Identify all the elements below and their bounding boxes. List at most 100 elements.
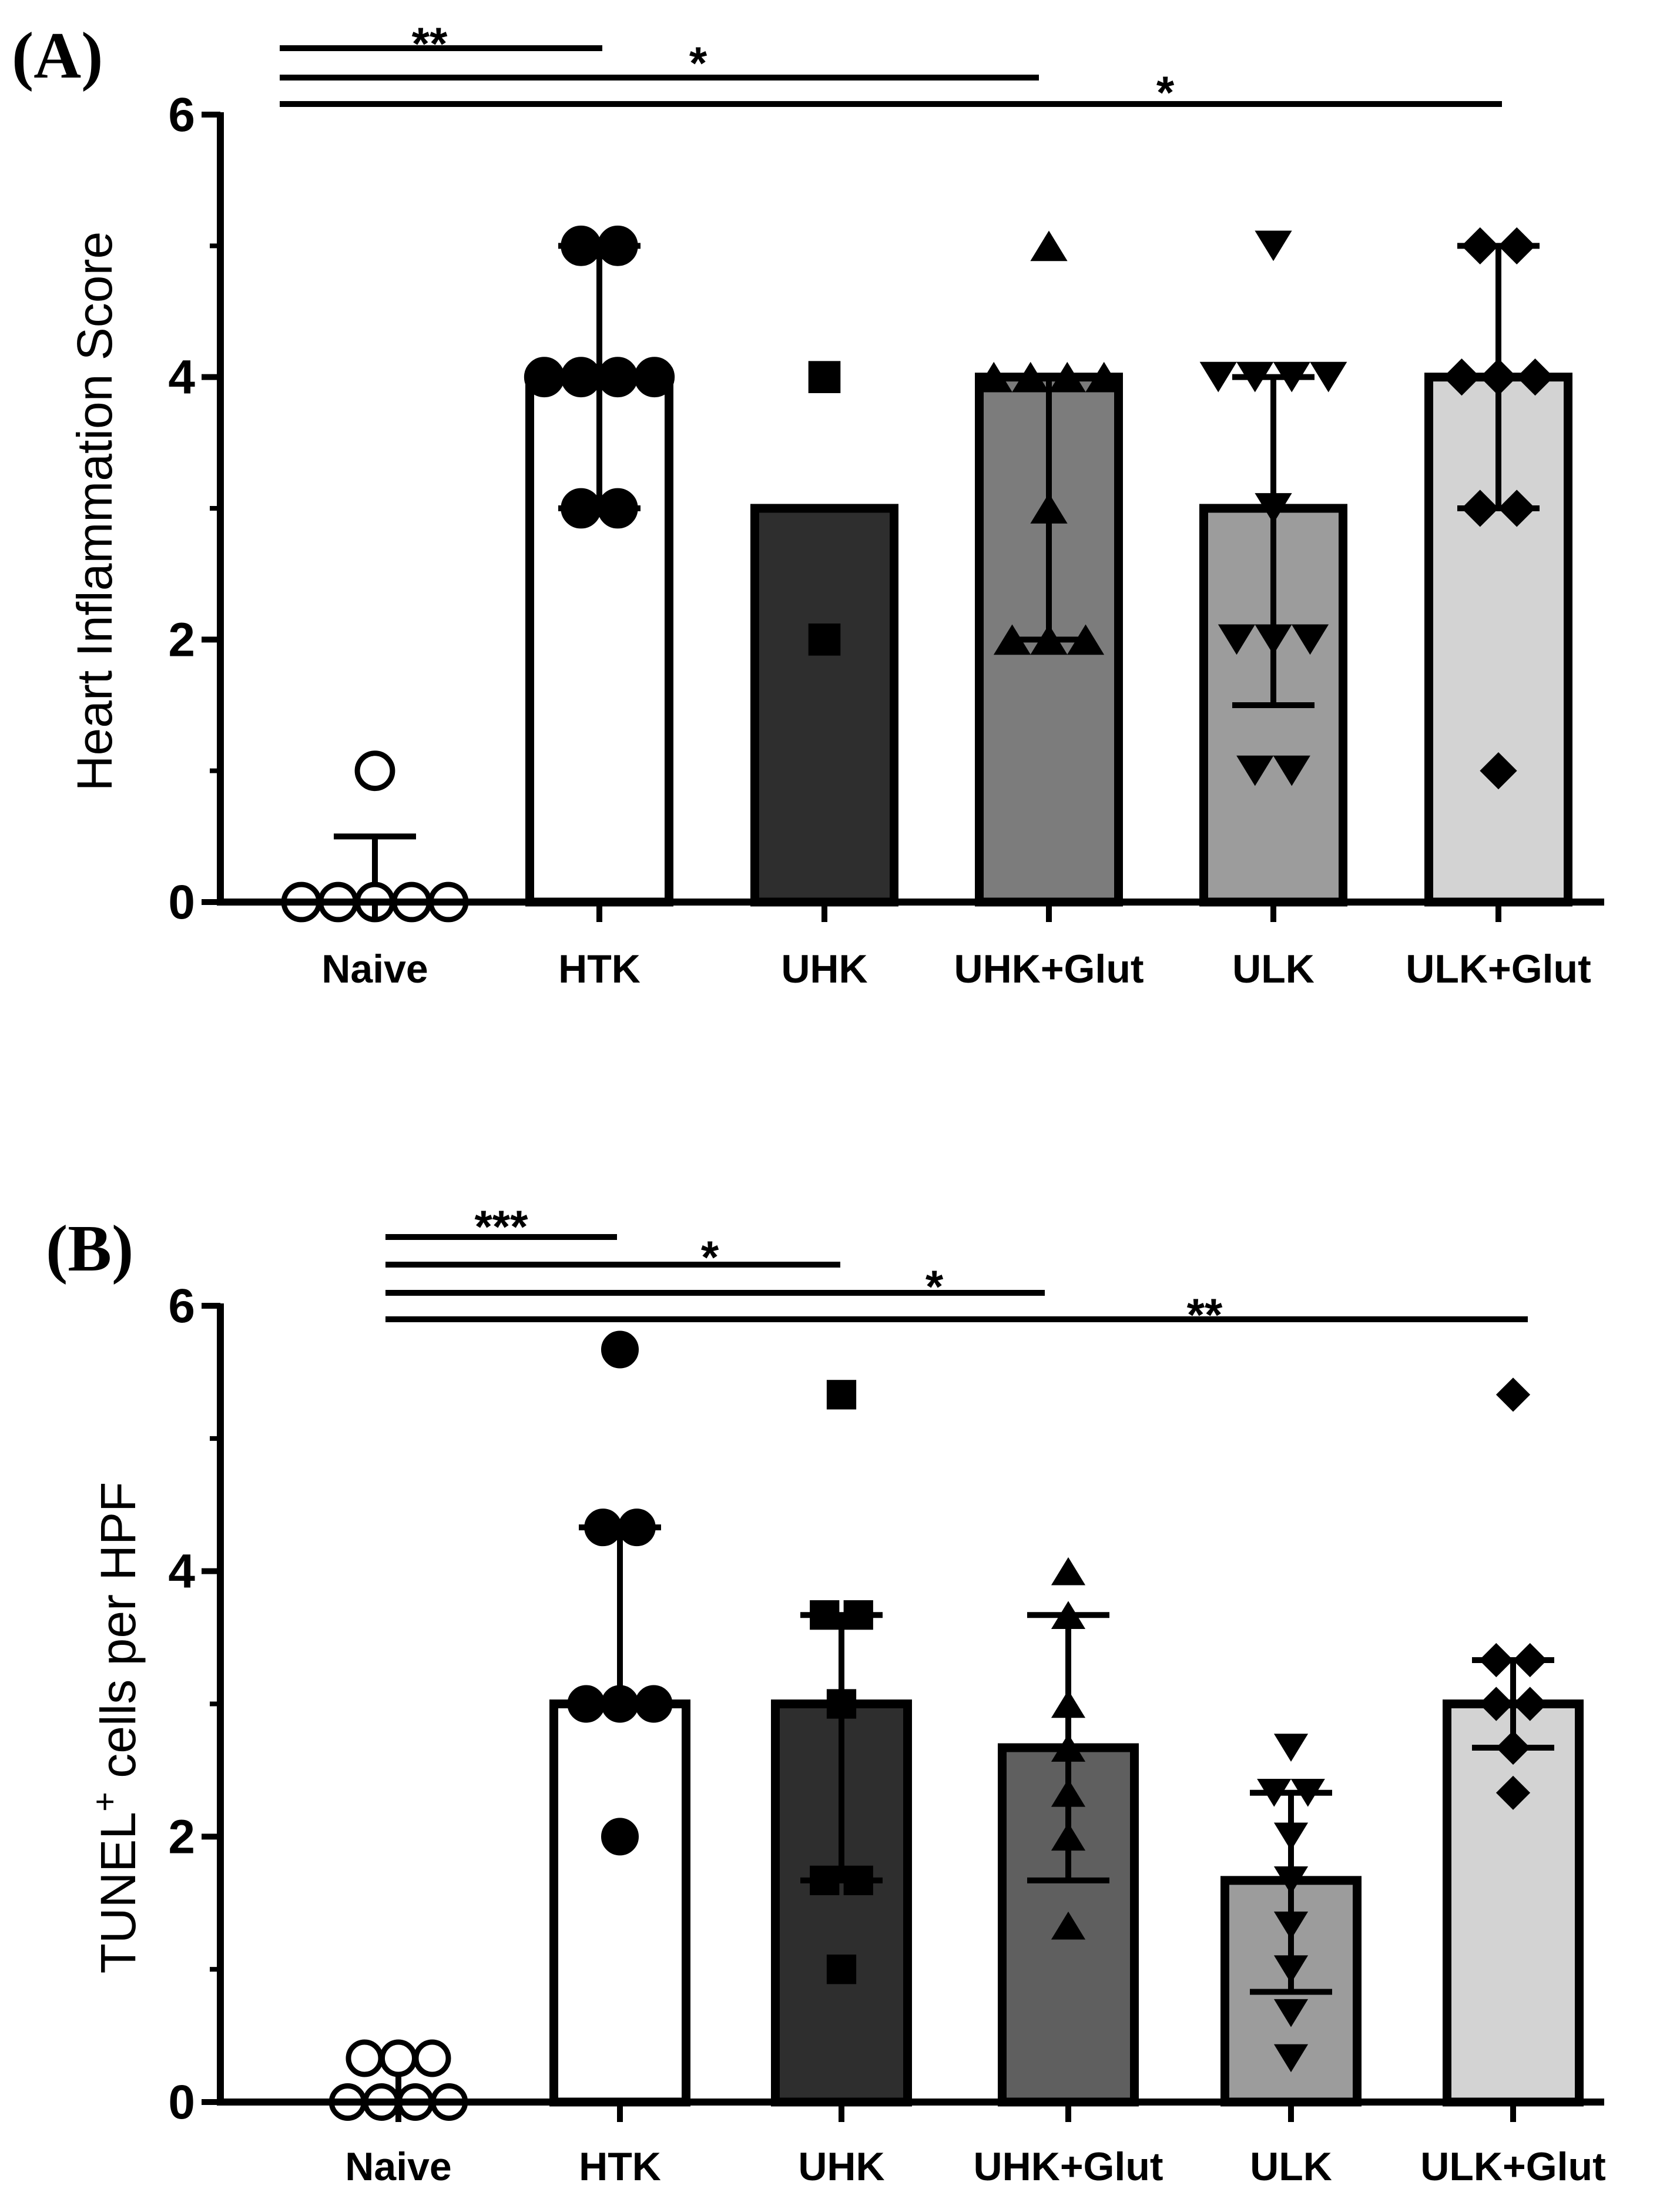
data-point-square xyxy=(826,1689,857,1719)
bar-ulk-glut xyxy=(1443,1699,1584,2107)
data-point-triangle xyxy=(993,624,1031,655)
x-tick-label: ULK xyxy=(1232,947,1315,991)
data-point-circle xyxy=(561,357,602,398)
data-point-triangle xyxy=(975,361,1012,393)
data-point-circle xyxy=(601,1330,639,1369)
data-point-triangle xyxy=(1030,624,1068,655)
data-point-diamond xyxy=(1513,1642,1547,1678)
panel-label: (A) xyxy=(12,19,103,92)
data-point-triangle-down xyxy=(1273,1866,1309,1895)
x-tick-label: UHK+Glut xyxy=(974,2144,1163,2189)
data-point-diamond xyxy=(1480,358,1517,396)
data-point-triangle-down xyxy=(1199,361,1237,393)
data-point-triangle-down xyxy=(1236,755,1274,786)
y-axis-label-suffix: cells per HPF xyxy=(90,1482,146,1792)
data-point-diamond xyxy=(1498,490,1535,527)
data-point-triangle-down xyxy=(1236,361,1274,393)
data-point-circle xyxy=(584,1509,622,1547)
data-point-circle xyxy=(379,2039,418,2077)
data-point-circle xyxy=(354,750,395,792)
data-point-triangle xyxy=(1012,361,1049,393)
x-tick-label: ULK+Glut xyxy=(1420,2144,1605,2189)
chart-panel-b: (B) 0 2 4 6 Naive HTK UHK UHK+Glut ULK ULK+Glut TUN… xyxy=(46,1201,1606,2189)
y-axis-label-text: Heart Inflammation Score xyxy=(67,232,122,791)
data-point-triangle-down xyxy=(1273,361,1310,393)
data-point-triangle xyxy=(1048,361,1086,393)
y-axis-label: TUNEL+ cells per HPF xyxy=(86,1482,146,1974)
y-axis-label-text: TUNEL xyxy=(90,1812,146,1973)
data-point-diamond xyxy=(1479,1642,1514,1678)
y-tick-label: 6 xyxy=(168,1279,195,1333)
data-point-square xyxy=(843,1865,873,1895)
panel-label: (B) xyxy=(46,1212,133,1285)
significance-label: ** xyxy=(1187,1289,1223,1340)
data-point-triangle-down xyxy=(1218,624,1256,655)
data-point-diamond xyxy=(1498,227,1535,264)
data-point-square xyxy=(826,1955,857,1985)
data-point-diamond xyxy=(1479,1687,1514,1721)
y-axis-label-superscript: + xyxy=(86,1792,124,1812)
data-point-triangle-down xyxy=(1273,1999,1309,2027)
data-point-triangle xyxy=(1051,1822,1086,1851)
data-point-circle xyxy=(601,1818,639,1856)
data-point-triangle xyxy=(1085,361,1123,393)
data-point-square xyxy=(810,1865,840,1895)
data-point-diamond xyxy=(1480,752,1517,790)
significance-label: * xyxy=(1156,66,1175,118)
x-tick-label: UHK+Glut xyxy=(954,947,1144,991)
x-tick-label: Naive xyxy=(345,2144,451,2189)
y-axis-label: Heart Inflammation Score xyxy=(67,232,122,791)
y-tick-label: 6 xyxy=(168,88,195,142)
y-tick-label: 0 xyxy=(168,876,195,929)
data-point-triangle-down xyxy=(1273,1955,1309,1983)
significance-label: * xyxy=(925,1261,944,1312)
data-point-triangle xyxy=(1051,1601,1086,1629)
x-tick-label: ULK xyxy=(1250,2144,1332,2189)
data-point-triangle-down xyxy=(1255,230,1292,262)
data-point-circle xyxy=(618,1509,656,1547)
data-point-circle xyxy=(561,488,602,529)
data-point-square xyxy=(826,1380,857,1410)
data-point-triangle xyxy=(1051,1690,1086,1718)
data-point-diamond xyxy=(1461,490,1499,527)
data-point-square xyxy=(810,1600,840,1630)
significance-label: * xyxy=(701,1231,719,1283)
data-point-diamond xyxy=(1443,358,1481,396)
data-point-diamond xyxy=(1495,1730,1531,1765)
data-point-triangle-down xyxy=(1273,1822,1309,1851)
data-point-triangle xyxy=(1030,230,1068,262)
data-point-circle xyxy=(413,2039,451,2077)
data-point-triangle xyxy=(1030,493,1068,524)
significance-label: * xyxy=(689,37,707,89)
x-tick-label: UHK xyxy=(781,947,867,991)
x-tick-label: Naive xyxy=(321,947,428,991)
significance-label: ** xyxy=(412,18,448,69)
bar-htk xyxy=(549,1699,690,2107)
data-point-diamond xyxy=(1495,1377,1531,1412)
data-point-circle xyxy=(597,357,638,398)
data-point-circle xyxy=(561,225,602,266)
data-point-triangle-down xyxy=(1255,493,1292,524)
data-point-triangle-down xyxy=(1291,624,1329,655)
data-point-square xyxy=(808,361,841,393)
data-point-triangle-down xyxy=(1255,624,1292,655)
data-point-triangle-down xyxy=(1273,2044,1309,2073)
data-point-triangle xyxy=(1067,624,1105,655)
data-point-circle xyxy=(597,488,638,529)
chart-panel-a: (A) 0 2 4 6 Naive HTK UHK UHK+Glut ULK ULK+Glut Hea… xyxy=(12,18,1604,991)
data-point-triangle-down xyxy=(1257,1779,1292,1807)
data-point-square xyxy=(808,624,841,656)
y-tick-label: 2 xyxy=(168,1810,195,1863)
data-point-triangle-down xyxy=(1273,755,1310,786)
data-point-triangle xyxy=(1051,1734,1086,1762)
data-point-triangle xyxy=(1051,1779,1086,1807)
data-point-triangle xyxy=(1051,1557,1086,1585)
data-point-diamond xyxy=(1461,227,1499,264)
data-point-circle xyxy=(634,357,675,398)
y-tick-label: 4 xyxy=(168,1545,195,1598)
bar-uhk xyxy=(750,504,898,907)
data-point-diamond xyxy=(1516,358,1554,396)
data-point-triangle-down xyxy=(1273,1911,1309,1940)
data-point-diamond xyxy=(1513,1687,1547,1721)
